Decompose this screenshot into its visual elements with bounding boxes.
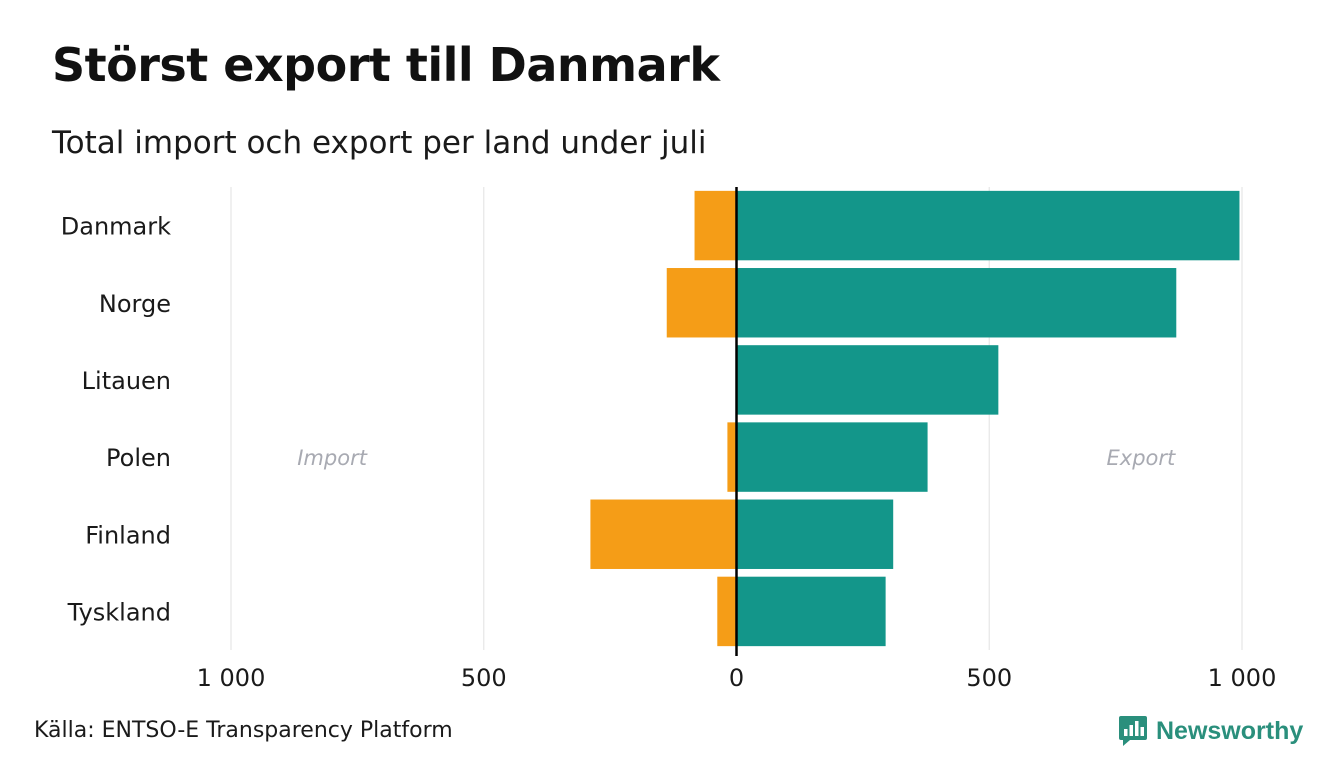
category-label-norge: Norge: [99, 290, 171, 318]
annotation-export: Export: [1107, 446, 1177, 470]
x-tick-label: 0: [729, 664, 744, 692]
annotation-import: Import: [297, 446, 367, 470]
category-labels: Danmark Norge Litauen Polen Finland Tyskland: [61, 213, 171, 627]
export-bar-tyskland: [736, 576, 886, 647]
newsworthy-logo: Newsworthy: [1118, 714, 1303, 748]
category-label-finland: Finland: [85, 521, 171, 549]
bars: [590, 190, 1240, 647]
import-bar-norge: [666, 268, 737, 338]
export-bar-polen: [736, 422, 928, 492]
export-bar-finland: [736, 499, 894, 569]
category-label-polen: Polen: [106, 444, 171, 472]
newsworthy-logo-icon: [1119, 716, 1147, 746]
export-bar-norge: [736, 268, 1177, 338]
export-bar-danmark: [736, 190, 1240, 261]
annotations: Import Export: [297, 446, 1176, 470]
import-bar-tyskland: [717, 576, 737, 647]
chart-subtitle: Total import och export per land under j…: [52, 125, 707, 161]
category-label-danmark: Danmark: [61, 213, 171, 241]
x-axis-ticks: 1 000 500 0 500 1 000: [197, 664, 1277, 692]
x-tick-label: 500: [461, 664, 507, 692]
export-bar-litauen: [736, 345, 999, 415]
brand-name: Newsworthy: [1156, 716, 1304, 745]
import-bar-polen: [727, 422, 737, 492]
source-note: Källa: ENTSO-E Transparency Platform: [34, 718, 453, 743]
category-label-litauen: Litauen: [82, 367, 171, 395]
category-label-tyskland: Tyskland: [67, 598, 171, 626]
x-tick-label: 500: [966, 664, 1012, 692]
import-bar-danmark: [694, 190, 737, 261]
chart-title: Störst export till Danmark: [52, 38, 720, 92]
x-tick-label: 1 000: [197, 664, 266, 692]
x-tick-label: 1 000: [1208, 664, 1277, 692]
import-bar-finland: [590, 499, 737, 569]
